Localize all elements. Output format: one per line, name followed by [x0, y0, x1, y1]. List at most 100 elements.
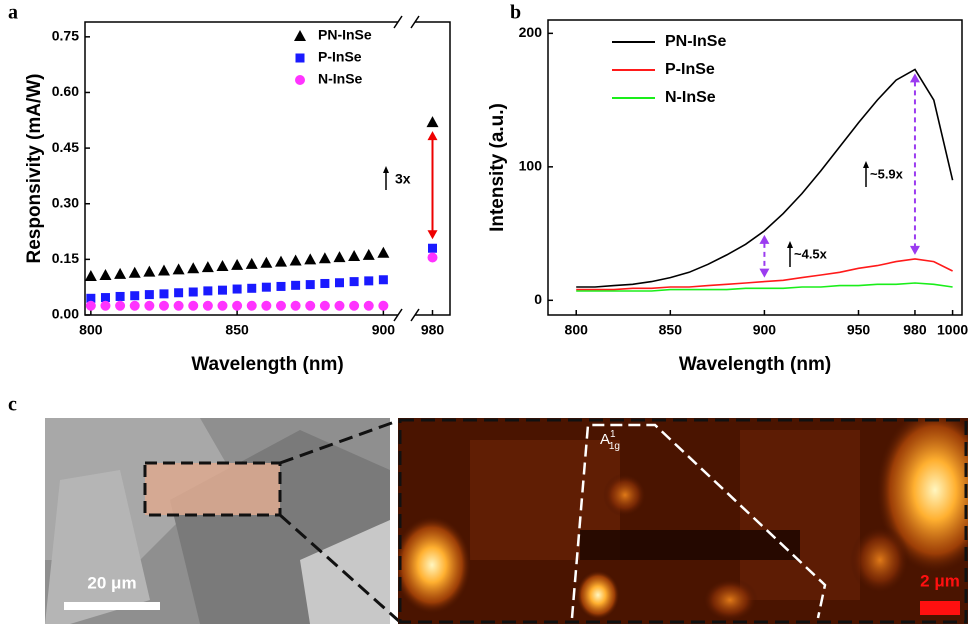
x-tick-label: 850: [225, 322, 249, 338]
arrow-head: [909, 245, 920, 255]
y-tick-label: 0.30: [52, 194, 79, 210]
marker: [348, 250, 361, 262]
x-tick-label: 900: [372, 322, 396, 338]
y-tick-label: 0.15: [52, 250, 79, 266]
marker: [187, 262, 200, 274]
marker: [377, 246, 390, 258]
marker: [363, 300, 374, 311]
marker: [128, 266, 141, 278]
marker: [157, 264, 170, 276]
x-tick-label: 800: [79, 322, 103, 338]
marker: [159, 289, 169, 299]
marker: [349, 300, 360, 311]
marker: [203, 286, 213, 296]
zoom-line: [279, 418, 401, 465]
marker: [261, 300, 272, 311]
scale-label: 2 μm: [920, 571, 960, 590]
x-axis-title: Wavelength (nm): [679, 354, 831, 375]
marker: [319, 300, 330, 311]
scale-bar: [920, 601, 960, 615]
marker: [364, 276, 374, 286]
marker: [427, 252, 438, 263]
legend-label: N-InSe: [318, 71, 363, 87]
x-tick-label: 1000: [937, 322, 968, 338]
panel-label: a: [8, 2, 18, 24]
panel-label: b: [510, 2, 521, 24]
legend-label: PN-InSe: [318, 27, 372, 43]
mode-sub: 1g: [609, 441, 620, 452]
x-tick-label: 800: [565, 322, 589, 338]
arrow-head: [759, 234, 770, 244]
marker: [115, 300, 126, 311]
marker: [295, 53, 305, 63]
series-line: [576, 282, 953, 292]
marker: [275, 300, 286, 311]
marker: [333, 251, 346, 263]
marker: [378, 300, 389, 311]
mode-sup: 1: [610, 429, 616, 440]
marker: [305, 300, 316, 311]
marker: [304, 253, 317, 265]
axis-break: [393, 308, 403, 322]
marker: [144, 300, 155, 311]
marker: [291, 280, 301, 290]
legend-label: PN-InSe: [665, 33, 726, 50]
marker: [294, 30, 306, 41]
y-tick-label: 0.45: [52, 139, 79, 155]
marker: [295, 75, 305, 85]
marker: [334, 278, 344, 288]
panel-label: c: [8, 394, 17, 416]
marker: [115, 291, 125, 301]
legend-label: N-InSe: [665, 89, 716, 106]
marker: [216, 260, 229, 272]
y-axis-title: Responsivity (mA/W): [24, 73, 45, 263]
y-tick-label: 0: [534, 291, 542, 307]
x-tick-label: 980: [903, 322, 927, 338]
raman-map: [398, 418, 968, 624]
marker: [245, 257, 258, 269]
marker: [232, 284, 242, 294]
annotation: ~4.5x: [794, 246, 828, 261]
series-line: [576, 258, 953, 291]
y-tick-label: 200: [519, 24, 543, 40]
marker: [247, 283, 257, 293]
y-axis-title: Intensity (a.u.): [487, 103, 508, 232]
marker: [428, 243, 437, 253]
flake-outline: [570, 423, 827, 619]
y-tick-label: 0.00: [52, 306, 79, 322]
marker: [290, 300, 301, 311]
marker: [114, 267, 127, 279]
marker: [318, 252, 331, 264]
marker: [231, 258, 244, 270]
x-tick-label: 950: [847, 322, 871, 338]
optical-image: 20 μm: [45, 418, 390, 624]
marker: [100, 300, 111, 311]
marker: [129, 300, 140, 311]
axis-break: [410, 308, 420, 322]
marker: [99, 268, 112, 280]
marker: [85, 300, 96, 311]
arrow-head: [759, 268, 770, 278]
mode-label: A1 1g: [600, 429, 620, 452]
marker: [261, 282, 271, 292]
marker: [100, 293, 110, 303]
marker: [174, 288, 184, 298]
y-tick-label: 0.60: [52, 83, 79, 99]
marker: [320, 278, 330, 288]
marker: [173, 300, 184, 311]
arrow-head: [909, 73, 920, 83]
marker: [158, 300, 169, 311]
series-line: [576, 68, 954, 288]
arrow-head: [427, 131, 438, 141]
marker: [276, 281, 286, 291]
marker: [130, 291, 140, 301]
arrow-head: [383, 166, 389, 173]
zoom-line: [279, 513, 401, 624]
marker: [274, 255, 287, 267]
legend-label: P-InSe: [318, 49, 362, 65]
x-tick-label: 900: [753, 322, 777, 338]
marker: [232, 300, 243, 311]
axis-frame: [84, 21, 398, 316]
marker: [246, 300, 257, 311]
arrow-head: [787, 241, 793, 248]
